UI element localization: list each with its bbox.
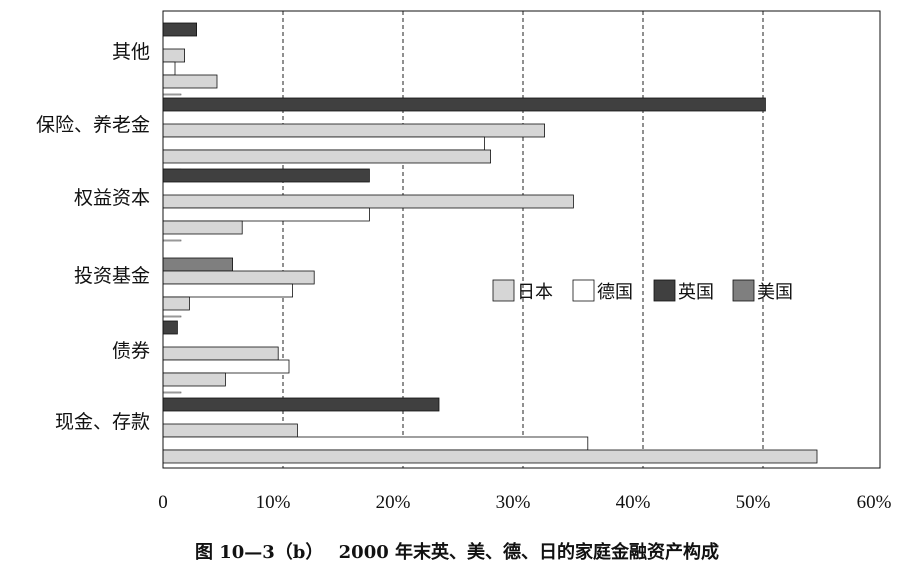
chart-title: 图 10—3（b） 2000 年末英、美、德、日的家庭金融资产构成: [194, 542, 720, 563]
bar: [162, 423, 298, 438]
category-label: 其他: [112, 41, 150, 63]
bar: [162, 397, 440, 412]
bar: [162, 136, 486, 151]
bar: [162, 149, 492, 164]
bar: [162, 61, 176, 76]
x-tick-label: 50%: [736, 492, 771, 513]
plot-frame: [162, 10, 881, 469]
bar: [162, 372, 226, 387]
bar: [162, 296, 190, 311]
x-tick-labels: 0 10% 20% 30% 40% 50% 60%: [158, 492, 891, 513]
legend-swatch: [653, 279, 676, 302]
bar: [162, 346, 279, 361]
bar: [162, 436, 589, 451]
category-label: 权益资本: [74, 187, 150, 209]
legend-label: 英国: [678, 282, 714, 303]
bar: [162, 168, 370, 183]
category-label: 债券: [112, 340, 150, 362]
legend-swatch: [572, 279, 595, 302]
x-tick-label: 20%: [376, 492, 411, 513]
legend-swatch: [492, 279, 515, 302]
bar: [162, 359, 290, 374]
bar: [162, 123, 546, 138]
bar: [162, 220, 243, 235]
legend-label: 美国: [757, 282, 793, 303]
bar: [162, 320, 178, 335]
category-label: 投资基金: [74, 265, 150, 287]
bar: [162, 22, 197, 37]
bar: [162, 194, 574, 209]
x-tick-label: 40%: [616, 492, 651, 513]
legend-label: 日本: [517, 282, 553, 303]
x-tick-label: 30%: [496, 492, 531, 513]
bar: [162, 283, 294, 298]
bar: [162, 449, 818, 464]
category-label: 保险、养老金: [36, 114, 150, 136]
bar: [162, 93, 182, 96]
bars: [162, 22, 818, 464]
bar: [162, 315, 182, 318]
x-tick-label: 0: [158, 492, 168, 513]
bar: [162, 97, 766, 112]
category-label: 现金、存款: [55, 411, 150, 433]
gridlines: [282, 11, 764, 468]
legend-label: 德国: [597, 282, 633, 303]
x-tick-label: 10%: [256, 492, 291, 513]
bar: [162, 48, 186, 63]
bar: [162, 207, 370, 222]
bar: [162, 239, 182, 242]
legend-swatch: [732, 279, 755, 302]
bar: [162, 257, 233, 272]
bar: [162, 270, 315, 285]
bar: [162, 391, 182, 394]
x-tick-label: 60%: [857, 492, 892, 513]
legend: 日本 德国 英国 美国: [492, 279, 793, 303]
bar: [162, 74, 218, 89]
